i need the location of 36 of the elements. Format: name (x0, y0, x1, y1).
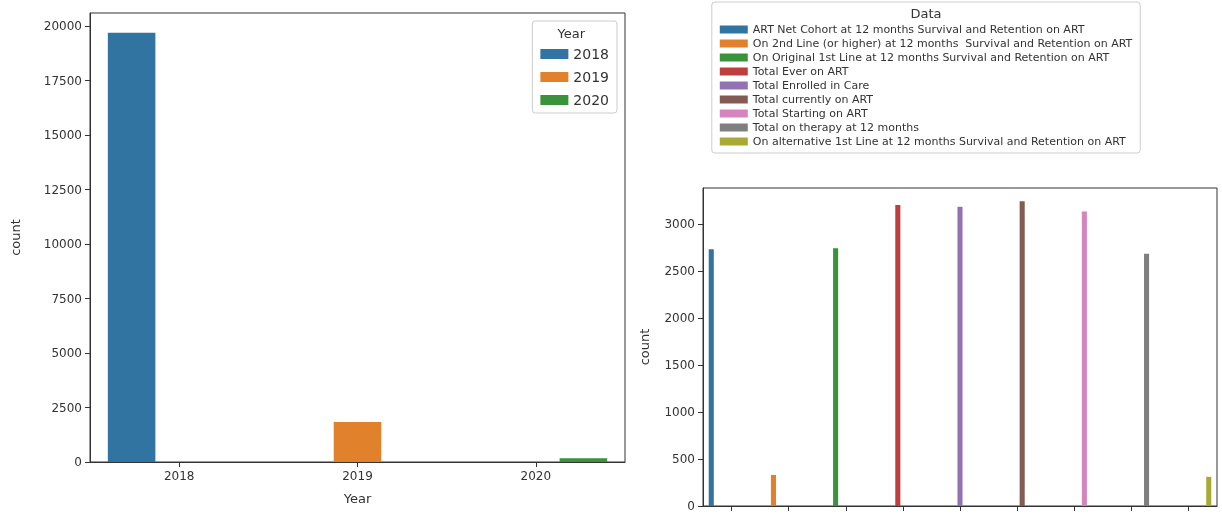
legend-label: On 2nd Line (or higher) at 12 months Survival and Retention on ART (752, 37, 1133, 50)
y-axis-title: count (637, 328, 652, 366)
x-tick-label: 2019 (342, 469, 373, 483)
legend-title: Data (910, 6, 942, 21)
x-tick-label: 2018 (163, 469, 195, 483)
y-tick-label: 0 (687, 499, 695, 513)
y-tick-label: 20000 (43, 19, 82, 34)
y-tick-label: 3000 (664, 216, 695, 231)
y-tick-label: 2500 (51, 400, 82, 415)
y-tick-label: 10000 (43, 237, 82, 252)
y-tick-label: 1000 (664, 404, 695, 419)
y-tick-label: 1500 (664, 357, 695, 372)
y-tick-label: 15000 (43, 128, 82, 143)
x-tick-label: 2020 (520, 469, 552, 483)
legend-label: Total Ever on ART (751, 65, 849, 78)
y-tick-label: 2000 (664, 310, 695, 325)
y-tick-label: 12500 (43, 182, 82, 197)
y-tick-label: 500 (672, 451, 695, 466)
legend-label: Total on therapy at 12 months (751, 121, 920, 134)
legend-label: 2019 (573, 69, 610, 85)
legend-title: Year (556, 26, 586, 41)
y-tick-label: 2500 (664, 263, 695, 278)
y-tick-label: 17500 (43, 73, 82, 88)
legend-label: 2020 (573, 92, 610, 108)
legend-label: Total Starting on ART (751, 107, 868, 120)
legend-label: ART Net Cohort at 12 months Survival and Retention on ART (752, 23, 1085, 36)
legend-label: 2018 (573, 46, 610, 62)
y-tick-label: 0 (74, 455, 82, 469)
legend-label: On Original 1st Line at 12 months Survival and Retention on ART (752, 51, 1110, 64)
legend-label: Total Enrolled in Care (751, 79, 870, 92)
legend-label: Total currently on ART (751, 93, 874, 106)
y-axis-title: count (8, 219, 23, 256)
y-tick-label: 7500 (51, 291, 82, 306)
x-axis-title: Year (342, 491, 372, 506)
legend-label: On alternative 1st Line at 12 months Survival and Retention on ART (752, 135, 1127, 148)
y-tick-label: 5000 (51, 346, 82, 361)
